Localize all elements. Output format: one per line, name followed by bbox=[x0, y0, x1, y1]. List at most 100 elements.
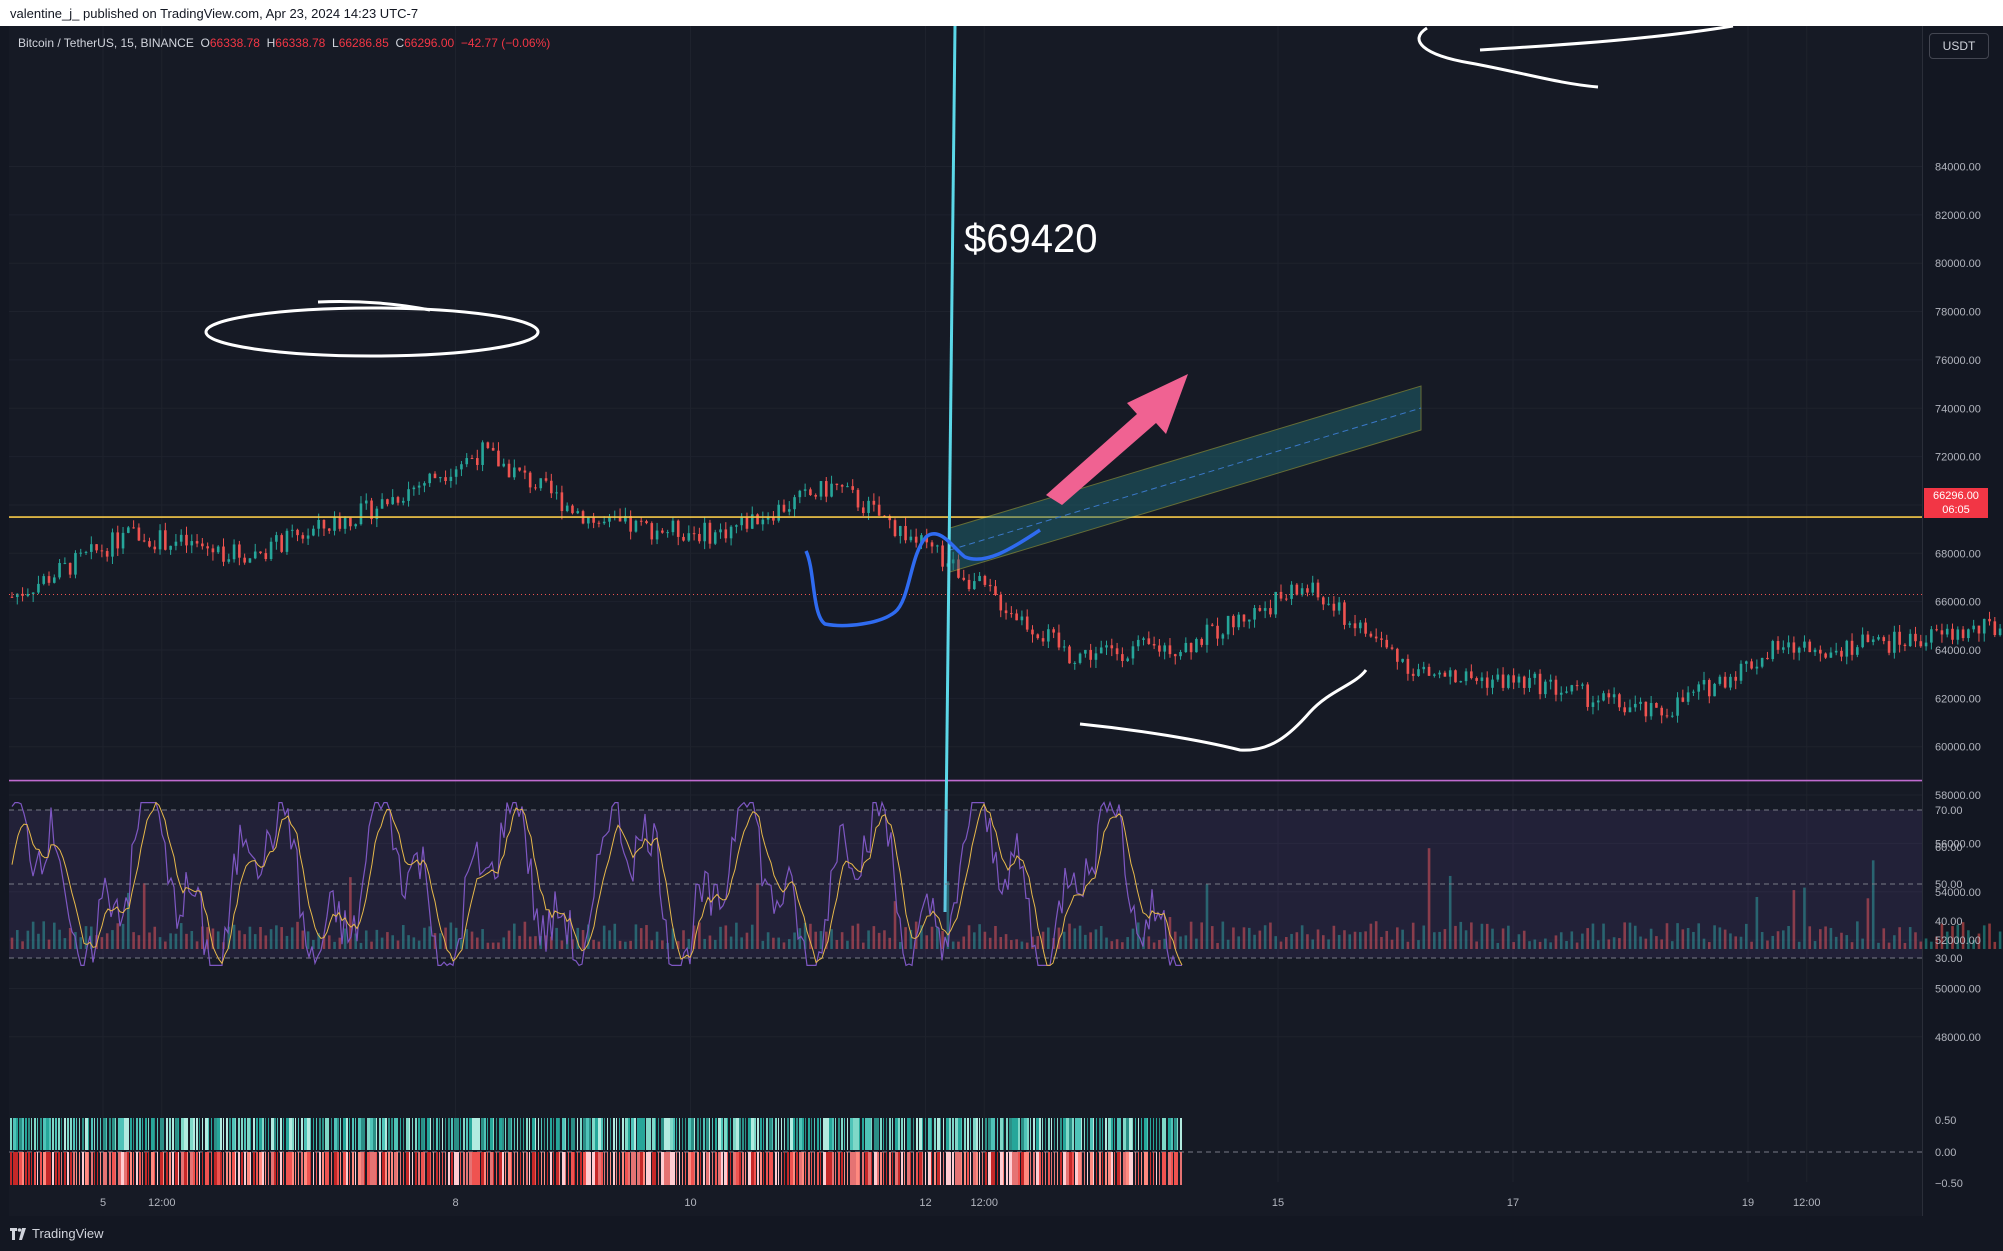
candle-body bbox=[1158, 645, 1161, 652]
candle-body bbox=[1020, 616, 1024, 621]
volume-bar bbox=[1644, 938, 1648, 949]
osc-bar bbox=[34, 1152, 36, 1185]
candle-body bbox=[1438, 672, 1441, 675]
volume-bar bbox=[1158, 940, 1161, 949]
volume-bar bbox=[47, 939, 51, 949]
candle-body bbox=[1168, 645, 1172, 655]
osc-bar bbox=[361, 1152, 364, 1185]
osc-bar bbox=[52, 1118, 54, 1150]
volume-bar bbox=[793, 932, 796, 949]
candle-body bbox=[53, 577, 56, 583]
osc-bar bbox=[802, 1152, 804, 1185]
volume-bar bbox=[1311, 939, 1315, 949]
candle-body bbox=[1670, 715, 1674, 717]
symbol-name[interactable]: Bitcoin / TetherUS, 15, BINANCE bbox=[18, 36, 194, 50]
candle-body bbox=[1967, 629, 1970, 639]
osc-bar bbox=[832, 1118, 834, 1150]
osc-bar bbox=[1123, 1152, 1126, 1185]
osc-bar bbox=[841, 1152, 843, 1185]
chart-pane[interactable] bbox=[9, 26, 1922, 1216]
volume-bar bbox=[1480, 923, 1484, 949]
candle-body bbox=[671, 520, 675, 533]
osc-bar bbox=[673, 1152, 675, 1185]
candle-body bbox=[936, 545, 939, 547]
osc-bar bbox=[1162, 1118, 1165, 1150]
volume-bar bbox=[1787, 926, 1790, 949]
candle-body bbox=[169, 545, 172, 550]
hand-drawn-stroke bbox=[317, 299, 431, 312]
candle-body bbox=[1644, 701, 1648, 717]
osc-bar bbox=[949, 1152, 951, 1185]
candle-body bbox=[645, 521, 648, 524]
osc-bar bbox=[721, 1152, 723, 1185]
currency-button[interactable]: USDT bbox=[1929, 33, 1989, 59]
osc-bar bbox=[1165, 1152, 1166, 1185]
osc-bar bbox=[178, 1152, 179, 1185]
candle-body bbox=[116, 532, 120, 549]
osc-bar bbox=[295, 1118, 296, 1150]
osc-bar bbox=[922, 1118, 923, 1150]
osc-bar bbox=[592, 1152, 595, 1185]
osc-bar bbox=[652, 1152, 655, 1185]
price-tick-label: 78000.00 bbox=[1935, 307, 1981, 319]
osc-bar bbox=[322, 1152, 324, 1185]
osc-bar bbox=[124, 1118, 127, 1150]
volume-bar bbox=[809, 923, 812, 949]
publish-header: valentine_j_ published on TradingView.co… bbox=[0, 0, 2003, 26]
osc-bar bbox=[688, 1152, 691, 1185]
volume-bar bbox=[576, 927, 580, 949]
tradingview-brand[interactable]: TradingView bbox=[10, 1226, 104, 1241]
volume-bar bbox=[925, 935, 929, 949]
volume-bar bbox=[1279, 941, 1283, 949]
symbol-legend: Bitcoin / TetherUS, 15, BINANCE O66338.7… bbox=[18, 36, 550, 50]
osc-bar bbox=[730, 1152, 731, 1185]
osc-bar bbox=[646, 1118, 649, 1150]
osc-bar bbox=[808, 1118, 810, 1150]
volume-bar bbox=[1782, 930, 1785, 949]
osc-bar bbox=[895, 1152, 898, 1185]
osc-bar bbox=[118, 1118, 121, 1150]
candle-body bbox=[1755, 666, 1759, 669]
volume-bar bbox=[1829, 927, 1833, 949]
volume-bar bbox=[1951, 926, 1954, 949]
osc-bar bbox=[418, 1118, 420, 1150]
osc-bar bbox=[970, 1118, 971, 1150]
osc-bar bbox=[838, 1118, 840, 1150]
candle-body bbox=[1237, 614, 1240, 628]
volume-bar bbox=[1538, 941, 1542, 949]
volume-bar bbox=[1380, 936, 1383, 949]
osc-bar bbox=[928, 1118, 931, 1150]
volume-bar bbox=[1427, 848, 1431, 949]
osc-bar bbox=[967, 1118, 969, 1150]
osc-bar bbox=[151, 1152, 154, 1185]
osc-bar bbox=[409, 1118, 410, 1150]
volume-bar bbox=[936, 926, 939, 949]
candle-body bbox=[401, 500, 405, 503]
osc-bar bbox=[553, 1152, 554, 1185]
osc-bar bbox=[910, 1152, 911, 1185]
volume-bar bbox=[555, 927, 558, 949]
volume-bar bbox=[1581, 933, 1584, 949]
osc-bar bbox=[835, 1118, 836, 1150]
osc-bar bbox=[457, 1118, 459, 1150]
osc-bar bbox=[796, 1152, 798, 1185]
osc-bar bbox=[31, 1152, 32, 1185]
osc-bar bbox=[727, 1118, 728, 1150]
osc-bar bbox=[13, 1118, 16, 1150]
osc-bar bbox=[1030, 1152, 1031, 1185]
osc-bar bbox=[88, 1118, 89, 1150]
osc-bar bbox=[232, 1118, 235, 1150]
osc-bar bbox=[67, 1118, 69, 1150]
volume-bar bbox=[227, 926, 231, 949]
volume-bar bbox=[877, 932, 881, 949]
osc-bar bbox=[958, 1152, 961, 1185]
osc-bar bbox=[973, 1152, 976, 1185]
osc-bar bbox=[1174, 1152, 1177, 1185]
osc-bar bbox=[67, 1152, 69, 1185]
volume-bar bbox=[137, 935, 141, 949]
volume-bar bbox=[698, 922, 701, 949]
candle-body bbox=[1565, 691, 1568, 693]
volume-bar bbox=[560, 940, 564, 949]
osc-bar bbox=[700, 1118, 701, 1150]
